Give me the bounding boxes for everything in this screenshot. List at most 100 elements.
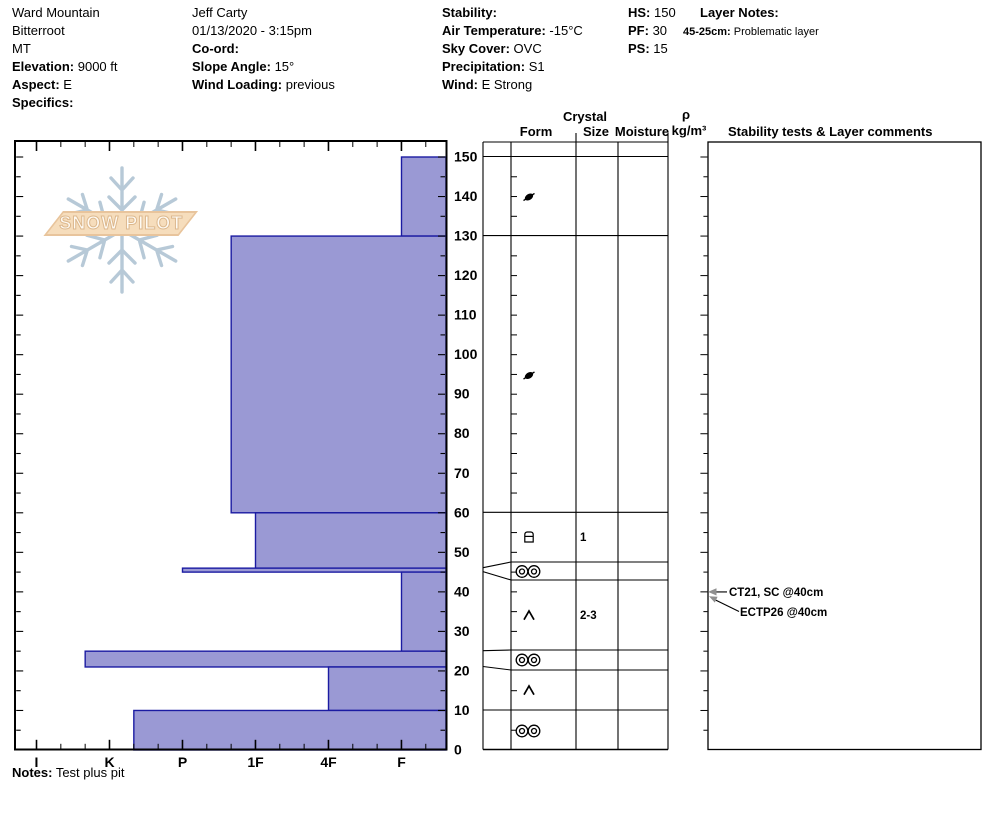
layer-notes: Layer Notes: — [700, 4, 779, 22]
grain-table-headers: Crystal Form Size Moisture ρ kg/m³ Stabi… — [520, 107, 933, 139]
hardness-axis-label: I — [35, 754, 39, 770]
header-line: Bitterroot — [12, 22, 118, 40]
observer-name: Jeff Carty — [192, 5, 248, 20]
grain-form-MFcr-icon — [515, 724, 541, 738]
header-line: Aspect: E — [12, 77, 72, 92]
hardness-bar-layer — [230, 235, 447, 514]
header-line: Precipitation: S1 — [442, 59, 545, 74]
header-line: HS: 150 — [628, 5, 676, 20]
depth-axis-label: 30 — [454, 623, 470, 639]
header-line: MT — [12, 40, 118, 58]
plot-axis-ticks — [16, 142, 445, 749]
hardness-plot-border — [14, 140, 448, 751]
hardness-bar-layer — [327, 666, 447, 712]
stability-test-annotations: CT21, SC @40cm ECTP26 @40cm — [708, 587, 827, 619]
depth-axis-label: 90 — [454, 386, 470, 402]
elevation-value: 9000 ft — [74, 59, 118, 74]
layer-notes-title: Layer Notes: — [700, 5, 779, 20]
hardness-bar-layer — [133, 709, 447, 751]
depth-axis-label: 140 — [454, 188, 478, 204]
hardness-bar-layer — [254, 512, 447, 569]
form-column-depth-ticks — [511, 176, 517, 731]
grain-form-DH-icon — [523, 685, 535, 696]
depth-axis-label: 60 — [454, 504, 470, 520]
stability-tests-box — [707, 141, 982, 751]
grain-form-DH-icon — [523, 610, 535, 621]
hardness-bars — [84, 156, 447, 751]
header-line: Elevation: 9000 ft — [12, 59, 118, 74]
hardness-axis-label: P — [178, 754, 187, 770]
hardness-axis-label: K — [104, 754, 114, 770]
slope-angle-value: 15° — [270, 59, 295, 74]
grain-size-value: 2-3 — [580, 610, 597, 622]
depth-axis-label: 0 — [454, 742, 462, 758]
stability-box-depth-ticks — [700, 156, 708, 731]
thin-layer-pointer — [482, 571, 512, 581]
header-line: 01/13/2020 - 3:15pm — [192, 22, 335, 40]
header-line: Slope Angle: 15° — [192, 59, 295, 74]
depth-axis-label: 50 — [454, 544, 470, 560]
depth-axis-label: 100 — [454, 346, 478, 362]
pit-notes-text: Test plus pit — [52, 765, 125, 780]
hardness-axis-label: 1F — [247, 754, 264, 770]
density-header: ρ — [682, 107, 690, 122]
header-line: Ward Mountain — [12, 4, 118, 22]
grain-form-DF-icon — [522, 369, 536, 382]
hardness-axis-label: F — [397, 754, 406, 770]
density-units-header: kg/m³ — [672, 123, 707, 138]
crystal-header: Crystal — [563, 109, 607, 124]
pf-value: 30 — [648, 23, 668, 38]
depth-axis-label: 40 — [454, 583, 470, 599]
observer-info: Jeff Carty 01/13/2020 - 3:15pm Co-ord: S… — [192, 4, 335, 94]
thin-layer-pointer — [482, 649, 512, 652]
range-name: Bitterroot — [12, 23, 65, 38]
layer-note-entry: 45-25cm: Problematic layer — [683, 26, 819, 38]
grain-form-MFcr-icon — [515, 653, 541, 667]
arrow-left-icon — [708, 588, 717, 596]
form-header: Form — [520, 124, 553, 139]
ect-test-result: ECTP26 @40cm — [740, 607, 827, 619]
precip-value: S1 — [525, 59, 545, 74]
hardness-bar-layer — [84, 650, 447, 668]
air-temp-value: -15°C — [545, 23, 583, 38]
grain-table-grid — [482, 133, 669, 751]
hardness-axis-label: 4F — [320, 754, 337, 770]
aspect-value: E — [59, 77, 72, 92]
pit-datetime: 01/13/2020 - 3:15pm — [192, 23, 312, 38]
grain-form-MFcr-icon — [515, 565, 541, 578]
thin-layer-pointer — [482, 665, 512, 671]
site-name: Ward Mountain — [12, 5, 100, 20]
header-line: Jeff Carty — [192, 4, 335, 22]
crystal-form-symbols — [515, 191, 541, 738]
stability-tests-header: Stability tests & Layer comments — [728, 124, 932, 139]
ct-test-result: CT21, SC @40cm — [729, 587, 823, 599]
size-header: Size — [583, 124, 609, 139]
depth-axis-label: 120 — [454, 267, 478, 283]
header-line: Air Temperature: -15°C — [442, 23, 583, 38]
header-line: Specifics: — [12, 95, 74, 110]
thin-layer-pointer — [482, 561, 512, 569]
state: MT — [12, 41, 31, 56]
depth-axis-label: 80 — [454, 425, 470, 441]
depth-axis-label: 130 — [454, 228, 478, 244]
moisture-header: Moisture — [615, 124, 669, 139]
ps-value: 15 — [649, 41, 668, 56]
wind-loading-value: previous — [282, 77, 335, 92]
hs-value: 150 — [650, 5, 676, 20]
grain-form-FCxr-icon — [524, 531, 534, 543]
header-line: Wind: E Strong — [442, 77, 533, 92]
depth-axis-label: 110 — [454, 307, 477, 323]
wind-value: E Strong — [477, 77, 533, 92]
hardness-axis-labels: I K P 1F 4F F — [35, 754, 407, 770]
depth-axis-label: 70 — [454, 465, 470, 481]
pit-notes: Notes: Test plus pit — [12, 765, 125, 780]
depth-axis-label: 10 — [454, 702, 470, 718]
depth-axis-label: 20 — [454, 662, 470, 678]
header-line: Wind Loading: previous — [192, 77, 335, 92]
grain-size-value: 1 — [580, 532, 587, 544]
hardness-bar-layer — [400, 571, 447, 652]
header-line: Stability: — [442, 5, 497, 20]
